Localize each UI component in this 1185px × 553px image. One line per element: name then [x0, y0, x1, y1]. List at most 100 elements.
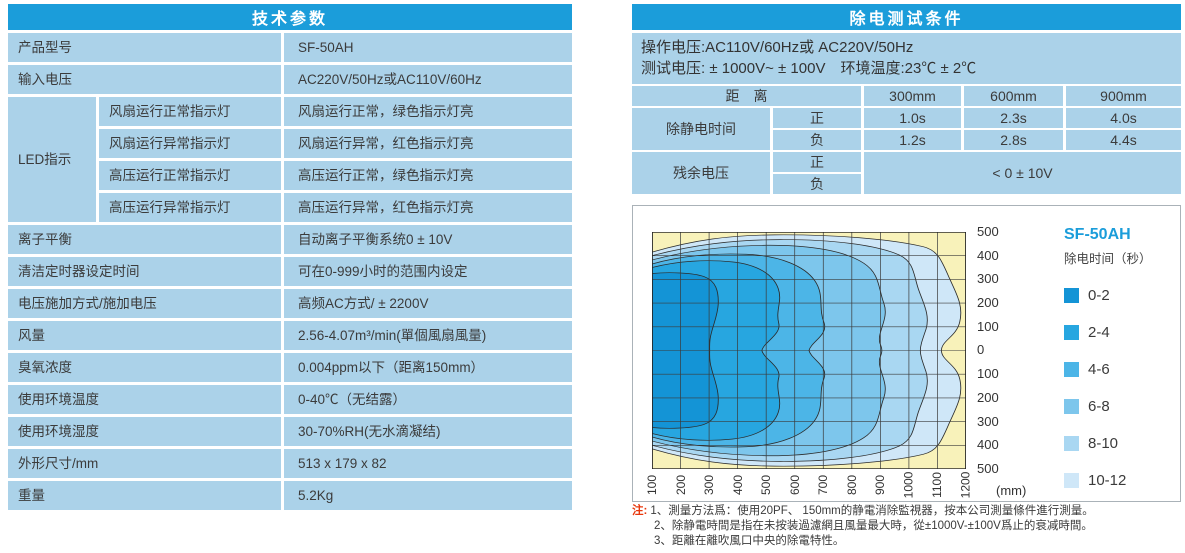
spec-value: 高压运行正常，绿色指示灯亮 — [284, 161, 572, 190]
distance-col: 600mm — [964, 86, 1063, 106]
polarity-label: 正 — [773, 108, 861, 128]
spec-value: AC220V/50Hz或AC110V/60Hz — [284, 65, 572, 94]
condition-line-2: 测试电压: ± 1000V~ ± 100V 环境温度:23℃ ± 2℃ — [641, 60, 977, 77]
legend-swatch — [1064, 325, 1079, 340]
note-line: 3、距離在離吹風口中央的除電特性。 — [632, 534, 1181, 549]
x-tick: 800 — [844, 474, 859, 496]
legend-item: 6-8 — [1064, 398, 1176, 415]
x-tick: 600 — [787, 474, 802, 496]
table-row: 除静电时间 正 1.0s 2.3s 4.0s — [632, 108, 1181, 150]
time-value: 1.2s — [864, 130, 961, 150]
spec-label: 输入电压 — [8, 65, 281, 94]
spec-sublabel: 风扇运行异常指示灯 — [99, 129, 281, 158]
spec-label: 外形尺寸/mm — [8, 449, 281, 478]
table-row: 高压运行正常指示灯 高压运行正常，绿色指示灯亮 — [8, 161, 572, 190]
table-row: 电压施加方式/施加电压 高频AC方式/ ± 2200V — [8, 289, 572, 318]
legend-label: 0-2 — [1088, 287, 1110, 304]
y-tick: 500 — [977, 460, 999, 476]
x-tick: 300 — [702, 474, 717, 496]
spec-label: 离子平衡 — [8, 225, 281, 254]
distance-col: 300mm — [864, 86, 961, 106]
x-tick: 500 — [759, 474, 774, 496]
distance-col: 900mm — [1066, 86, 1181, 106]
spec-value: 0.004ppm以下（距离150mm） — [284, 353, 572, 382]
x-tick: 1200 — [958, 471, 973, 499]
legend-label: 2-4 — [1088, 324, 1110, 341]
table-row: 使用环境湿度 30-70%RH(无水滴凝结) — [8, 417, 572, 446]
y-tick: 200 — [977, 295, 999, 311]
x-axis-unit-label: (mm) — [996, 483, 1027, 498]
legend-swatch — [1064, 436, 1079, 451]
x-tick: 100 — [645, 474, 659, 496]
legend-swatch — [1064, 362, 1079, 377]
elimination-time-label: 除静电时间 — [632, 108, 770, 150]
spec-value: 高压运行异常，红色指示灯亮 — [284, 193, 572, 222]
legend-item: 4-6 — [1064, 361, 1176, 378]
spec-value: 513 x 179 x 82 — [284, 449, 572, 478]
spec-value: 风扇运行正常，绿色指示灯亮 — [284, 97, 572, 126]
condition-line-1: 操作电压:AC110V/60Hz或 AC220V/50Hz — [641, 39, 914, 56]
note-prefix: 注: — [632, 505, 648, 517]
table-row: 距 离 300mm 600mm 900mm — [632, 86, 1181, 106]
x-tick: 400 — [730, 474, 745, 496]
contour-plot-area — [652, 232, 966, 469]
chart-legend: SF-50AH 除电时间（秒） 0-2 2-4 4-6 6-8 8-10 — [1064, 226, 1176, 489]
note-line: 2、除静電時間是指在未按装過濾網且風量最大時，從±1000V-±100V爲止的衰… — [632, 519, 1181, 534]
y-tick: 100 — [977, 366, 999, 382]
legend-label: 8-10 — [1088, 435, 1119, 452]
spec-value: 高频AC方式/ ± 2200V — [284, 289, 572, 318]
x-axis-ticks: 100 200 300 400 500 600 700 800 900 1000… — [638, 471, 980, 499]
spec-sublabel: 高压运行正常指示灯 — [99, 161, 281, 190]
x-tick: 900 — [873, 474, 888, 496]
table-row: 高压运行异常指示灯 高压运行异常，红色指示灯亮 — [8, 193, 572, 222]
led-group-label: LED指示 — [8, 97, 96, 222]
time-value: 4.4s — [1066, 130, 1181, 150]
spec-label: 使用环境温度 — [8, 385, 281, 414]
table-row: 负 1.2s 2.8s 4.4s — [632, 130, 1181, 150]
x-tick: 700 — [816, 474, 831, 496]
table-row: 负 — [632, 174, 1181, 194]
table-row: 使用环境温度 0-40℃（无结露） — [8, 385, 572, 414]
time-value: 1.0s — [864, 108, 961, 128]
spec-label: 清洁定时器设定时间 — [8, 257, 281, 286]
spec-value: SF-50AH — [284, 33, 572, 62]
legend-label: 6-8 — [1088, 398, 1110, 415]
distance-header: 距 离 — [632, 86, 861, 106]
legend-item: 0-2 — [1064, 287, 1176, 304]
legend-swatch — [1064, 473, 1079, 488]
x-tick: 200 — [673, 474, 688, 496]
spec-sublabel: 高压运行异常指示灯 — [99, 193, 281, 222]
time-value: 2.3s — [964, 108, 1063, 128]
table-row: 重量 5.2Kg — [8, 481, 572, 510]
spec-label: 重量 — [8, 481, 281, 510]
residual-voltage-label: 残余电压 — [632, 152, 770, 194]
legend-title: SF-50AH — [1064, 226, 1131, 243]
polarity-label: 负 — [773, 130, 861, 150]
contour-svg — [652, 232, 966, 469]
x-tick: 1000 — [901, 471, 916, 499]
spec-value: 2.56-4.07m³/min(單個風扇風量) — [284, 321, 572, 350]
y-tick: 400 — [977, 437, 999, 453]
tech-spec-title: 技术参数 — [8, 4, 572, 30]
spec-value: 0-40℃（无结露） — [284, 385, 572, 414]
table-row: 外形尺寸/mm 513 x 179 x 82 — [8, 449, 572, 478]
note-line: 注: 1、測量方法爲：使用20PF、 150mm的静電消除監視器，按本公司測量條… — [632, 504, 1181, 519]
note-text: 2、除静電時間是指在未按装過濾網且風量最大時，從±1000V-±100V爲止的衰… — [654, 520, 1093, 532]
table-row: 产品型号 SF-50AH — [8, 33, 572, 62]
y-tick: 100 — [977, 318, 999, 334]
table-row: 风扇运行异常指示灯 风扇运行异常，红色指示灯亮 — [8, 129, 572, 158]
spec-label: 臭氧浓度 — [8, 353, 281, 382]
y-tick: 500 — [977, 224, 999, 239]
tech-spec-table: 产品型号 SF-50AH 输入电压 AC220V/50Hz或AC110V/60H… — [5, 30, 575, 513]
discharge-contour-chart: 500 400 300 200 100 0 100 200 300 400 50… — [632, 205, 1181, 502]
table-row: LED指示 风扇运行正常指示灯 风扇运行正常，绿色指示灯亮 — [8, 97, 572, 222]
grid-lines — [652, 232, 966, 469]
note-text: 1、測量方法爲：使用20PF、 150mm的静電消除監視器，按本公司測量條件進行… — [650, 505, 1094, 517]
y-tick: 200 — [977, 389, 999, 405]
test-conditions-box: 操作电压:AC110V/60Hz或 AC220V/50Hz 测试电压: ± 10… — [632, 33, 1181, 84]
polarity-label: 正 — [773, 152, 861, 172]
test-result-table: 距 离 300mm 600mm 900mm 除静电时间 正 1.0s 2.3s … — [629, 84, 1184, 196]
legend-item: 8-10 — [1064, 435, 1176, 452]
table-row: 离子平衡 自动离子平衡系统0 ± 10V — [8, 225, 572, 254]
spec-label: 产品型号 — [8, 33, 281, 62]
